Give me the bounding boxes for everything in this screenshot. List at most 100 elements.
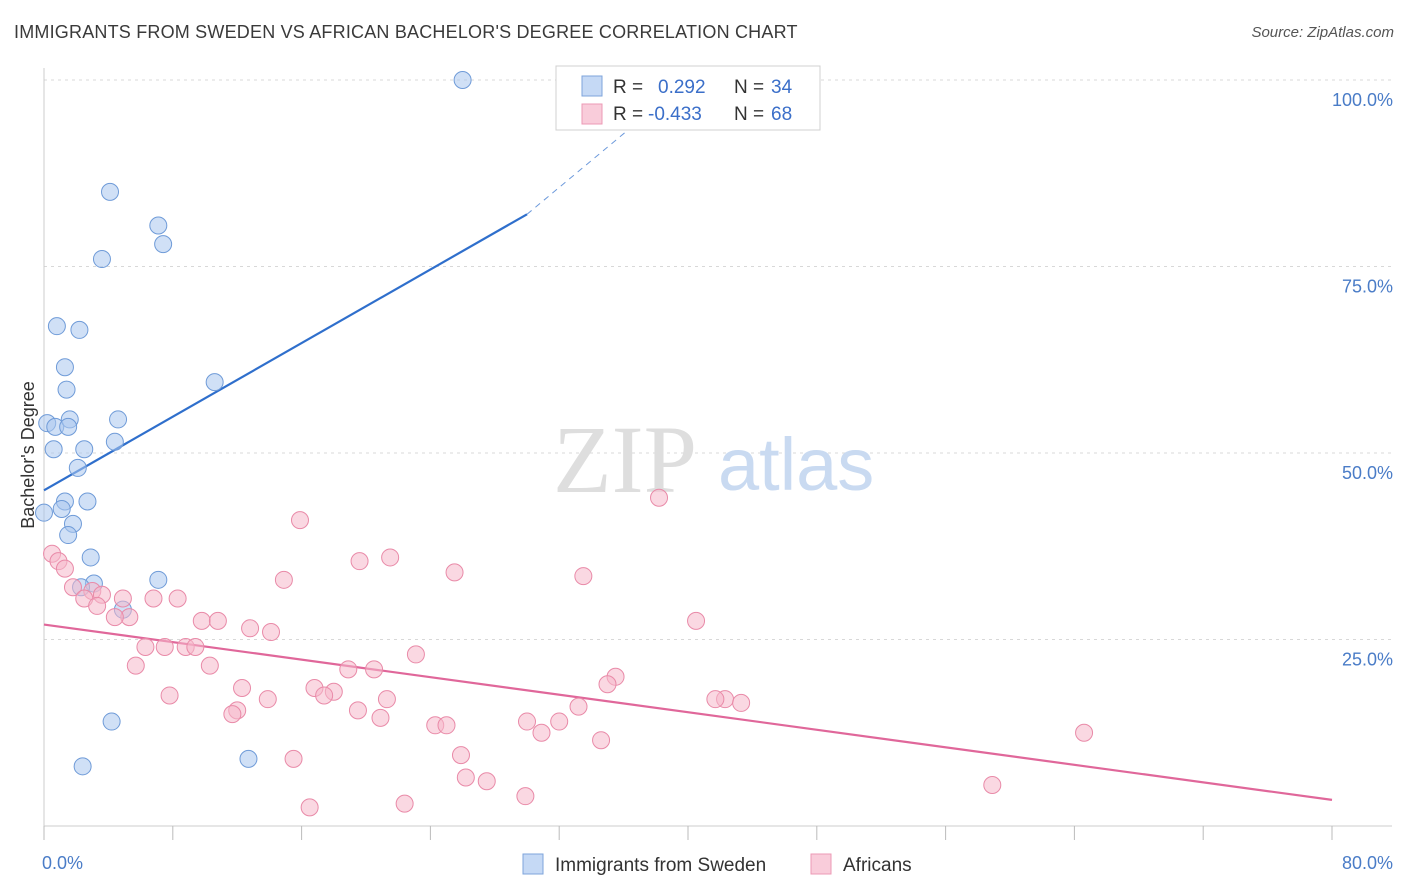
data-point xyxy=(223,705,242,724)
y-tick-label: 25.0% xyxy=(1342,650,1393,670)
y-axis-label: Bachelor's Degree xyxy=(18,381,38,529)
x-tick-label: 0.0% xyxy=(42,853,83,873)
data-point xyxy=(1075,723,1094,742)
data-point xyxy=(300,798,319,817)
data-point xyxy=(149,570,168,589)
y-tick-label: 100.0% xyxy=(1332,90,1393,110)
bottom-legend-label-africans: Africans xyxy=(843,855,912,876)
data-point xyxy=(550,712,569,731)
data-point xyxy=(395,794,414,813)
data-point xyxy=(437,716,456,735)
data-point xyxy=(348,701,367,720)
data-point xyxy=(70,320,89,339)
trend-line-extension xyxy=(526,79,689,215)
data-point xyxy=(284,749,303,768)
data-point xyxy=(258,690,277,709)
data-point xyxy=(59,526,78,545)
data-point xyxy=(154,235,173,254)
y-tick-label: 75.0% xyxy=(1342,277,1393,297)
data-point xyxy=(453,71,472,89)
bottom-legend-swatch-africans xyxy=(810,853,832,875)
data-point xyxy=(241,619,260,638)
legend-r-value-sweden: 0.292 xyxy=(658,77,706,98)
grid-lines xyxy=(44,79,1392,640)
bottom-legend-label-sweden: Immigrants from Sweden xyxy=(555,855,766,876)
data-point xyxy=(75,440,94,459)
bottom-legend: Immigrants from Sweden Africans xyxy=(522,853,912,876)
trend-line xyxy=(43,213,528,492)
chart-title: IMMIGRANTS FROM SWEDEN VS AFRICAN BACHEL… xyxy=(14,22,798,42)
data-point xyxy=(706,690,725,709)
data-points xyxy=(35,71,1094,817)
data-point xyxy=(732,693,751,712)
data-point xyxy=(155,637,174,656)
trend-lines xyxy=(43,79,1333,801)
data-point xyxy=(126,656,145,675)
data-point xyxy=(63,578,82,597)
legend-swatch-sweden xyxy=(581,75,603,97)
x-tick-label: 80.0% xyxy=(1342,853,1393,873)
legend-n-label-sweden: N = xyxy=(734,77,764,98)
legend-n-label-africans: N = xyxy=(734,104,764,125)
legend-n-value-africans: 68 xyxy=(771,104,792,125)
data-point xyxy=(192,611,211,630)
data-point xyxy=(208,611,227,630)
data-point xyxy=(687,611,706,630)
data-point xyxy=(81,548,100,567)
data-point xyxy=(371,708,390,727)
data-point xyxy=(274,570,293,589)
data-point xyxy=(598,675,617,694)
data-point xyxy=(406,645,425,664)
data-point xyxy=(105,432,124,451)
legend-n-value-sweden: 34 xyxy=(771,77,793,98)
data-point xyxy=(290,511,309,530)
data-point xyxy=(983,775,1002,794)
data-point xyxy=(52,499,71,518)
data-point xyxy=(168,589,187,608)
watermark-atlas: atlas xyxy=(718,423,874,506)
data-point xyxy=(650,488,669,507)
chart-source: Source: ZipAtlas.com xyxy=(1251,24,1394,41)
data-point xyxy=(68,458,87,477)
data-point xyxy=(73,757,92,776)
watermark: ZIP atlas xyxy=(553,406,874,513)
data-point xyxy=(205,373,224,392)
data-point xyxy=(160,686,179,705)
data-point xyxy=(574,567,593,586)
data-point xyxy=(532,723,551,742)
data-point xyxy=(149,216,168,235)
data-point xyxy=(105,608,124,627)
data-point xyxy=(569,697,588,716)
data-point xyxy=(233,678,252,697)
data-point xyxy=(47,317,66,336)
data-point xyxy=(55,559,74,578)
data-point xyxy=(109,410,128,429)
data-point xyxy=(516,787,535,806)
trend-line xyxy=(43,623,1333,801)
data-point xyxy=(477,772,496,791)
data-point xyxy=(315,686,334,705)
data-point xyxy=(35,503,53,522)
legend: R = 0.292 N = 34 R = -0.433 N = 68 xyxy=(555,65,821,131)
legend-r-label-africans: R = xyxy=(613,104,643,125)
data-point xyxy=(200,656,219,675)
data-point xyxy=(377,690,396,709)
tick-labels: 100.0% 75.0% 50.0% 25.0% 0.0% 80.0% xyxy=(42,90,1393,873)
data-point xyxy=(88,596,107,615)
data-point xyxy=(239,749,258,768)
data-point xyxy=(262,623,281,642)
data-point xyxy=(365,660,384,679)
data-point xyxy=(339,660,358,679)
data-point xyxy=(592,731,611,750)
data-point xyxy=(381,548,400,567)
bottom-legend-swatch-sweden xyxy=(522,853,544,875)
data-point xyxy=(55,358,74,377)
data-point xyxy=(59,417,78,436)
legend-r-label-sweden: R = xyxy=(613,77,643,98)
data-point xyxy=(57,380,76,399)
data-point xyxy=(445,563,464,582)
data-point xyxy=(350,552,369,571)
legend-swatch-africans xyxy=(581,103,603,125)
legend-r-value-africans: -0.433 xyxy=(648,104,702,125)
